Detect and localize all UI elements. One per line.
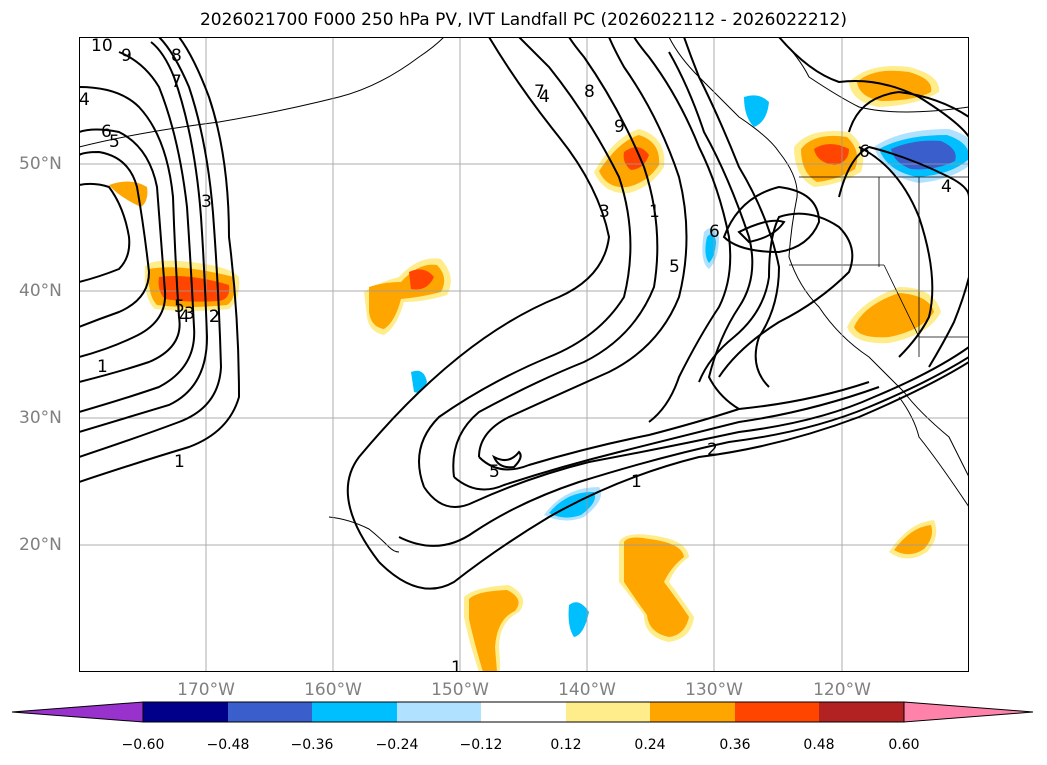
contour-lines	[79, 37, 969, 590]
colorbar-tick-label: 0.24	[634, 737, 666, 753]
contour-label: 3	[201, 192, 212, 212]
contour-label: 2	[209, 307, 220, 327]
contour-label: 9	[121, 46, 132, 66]
positive-anomaly-area	[814, 144, 849, 165]
contour-label: 6	[709, 222, 720, 242]
positive-anomaly-area	[409, 269, 434, 290]
colorbar-tick-label: −0.48	[206, 737, 250, 753]
colorbar-tick-label: −0.12	[459, 737, 503, 753]
latitude-label: 40°N	[19, 281, 62, 301]
contour-label: 4	[941, 177, 952, 197]
colorbar-segment	[397, 702, 481, 722]
contour-label-group: 10 9 8 7 6 5 4 3 2 1 1 2 3 4 5 9 8 7 6 5…	[79, 37, 952, 672]
longitude-label: 120°W	[813, 680, 871, 700]
latitude-label: 20°N	[19, 535, 62, 555]
latitude-label: 30°N	[19, 408, 62, 428]
negative-anomaly-area	[744, 95, 769, 127]
longitude-label: 170°W	[177, 680, 235, 700]
negative-anomaly-area	[705, 233, 716, 263]
longitude-label: 150°W	[431, 680, 489, 700]
colorbar	[11, 701, 1034, 723]
colorbar-segment	[481, 702, 566, 722]
contour-label: 10	[91, 37, 113, 56]
colorbar-segment	[819, 702, 904, 722]
colorbar-segment	[228, 702, 312, 722]
colorbar-tick-label: −0.24	[375, 737, 419, 753]
contour-label: 5	[669, 257, 680, 277]
colorbar-tick-label: −0.36	[290, 737, 334, 753]
contour-label: 1	[649, 202, 660, 222]
contour-label: 4	[539, 87, 550, 107]
positive-anomaly-area	[624, 537, 689, 637]
map-panel: 10 9 8 7 6 5 4 3 2 1 1 2 3 4 5 9 8 7 6 5…	[79, 37, 969, 672]
contour-label: 3	[184, 304, 195, 324]
contour-label: 7	[171, 72, 182, 92]
contour-label: 2	[209, 307, 220, 327]
negative-anomaly-area	[891, 140, 956, 170]
longitude-label: 140°W	[558, 680, 616, 700]
colorbar-segment	[143, 702, 228, 722]
contour-label: 1	[97, 357, 108, 377]
contour-label: 1	[631, 472, 642, 492]
colorbar-segment	[650, 702, 735, 722]
contour-label: 8	[584, 82, 595, 102]
colorbar-tick-label: 0.48	[803, 737, 835, 753]
contour-label: 5	[109, 132, 120, 152]
colorbar-extend-high	[903, 701, 1034, 723]
negative-anomaly-area	[411, 370, 427, 393]
contour-label: 6	[101, 122, 112, 142]
contour-label: 9	[614, 117, 625, 137]
contour-label: 4	[79, 90, 90, 110]
political-borders	[789, 176, 969, 357]
contour-label: 5	[174, 297, 185, 317]
contour-label: 2	[707, 440, 718, 460]
contour-label: 4	[179, 307, 190, 327]
chart-title: 2026021700 F000 250 hPa PV, IVT Landfall…	[199, 10, 847, 30]
colorbar-tick-label: 0.60	[888, 737, 920, 753]
contour-label: 8	[171, 46, 182, 66]
contour-label: 3	[599, 202, 610, 222]
contour-label: 7	[534, 82, 545, 102]
map-canvas: 10 9 8 7 6 5 4 3 2 1 1 2 3 4 5 9 8 7 6 5…	[79, 37, 969, 672]
colorbar-tick-label: 0.36	[719, 737, 751, 753]
longitude-label: 130°W	[685, 680, 743, 700]
colorbar-segment	[566, 702, 650, 722]
contour-label: 1	[174, 452, 185, 472]
coastlines	[79, 37, 969, 553]
positive-anomaly-area	[894, 525, 933, 555]
contour-label: 5	[489, 462, 500, 482]
contour-label: 6	[859, 142, 870, 162]
contour-label: 1	[451, 658, 462, 672]
colorbar-segment	[735, 702, 819, 722]
negative-anomaly-area	[568, 602, 589, 637]
colorbar-tick-label: 0.12	[550, 737, 582, 753]
colorbar-extend-low	[11, 701, 144, 723]
positive-anomaly-area	[469, 590, 519, 672]
map-frame	[79, 37, 969, 672]
latitude-label: 50°N	[19, 154, 62, 174]
colorbar-frame	[142, 701, 905, 723]
longitude-label: 160°W	[304, 680, 362, 700]
colorbar-segment	[312, 702, 397, 722]
colorbar-tick-label: −0.60	[121, 737, 165, 753]
